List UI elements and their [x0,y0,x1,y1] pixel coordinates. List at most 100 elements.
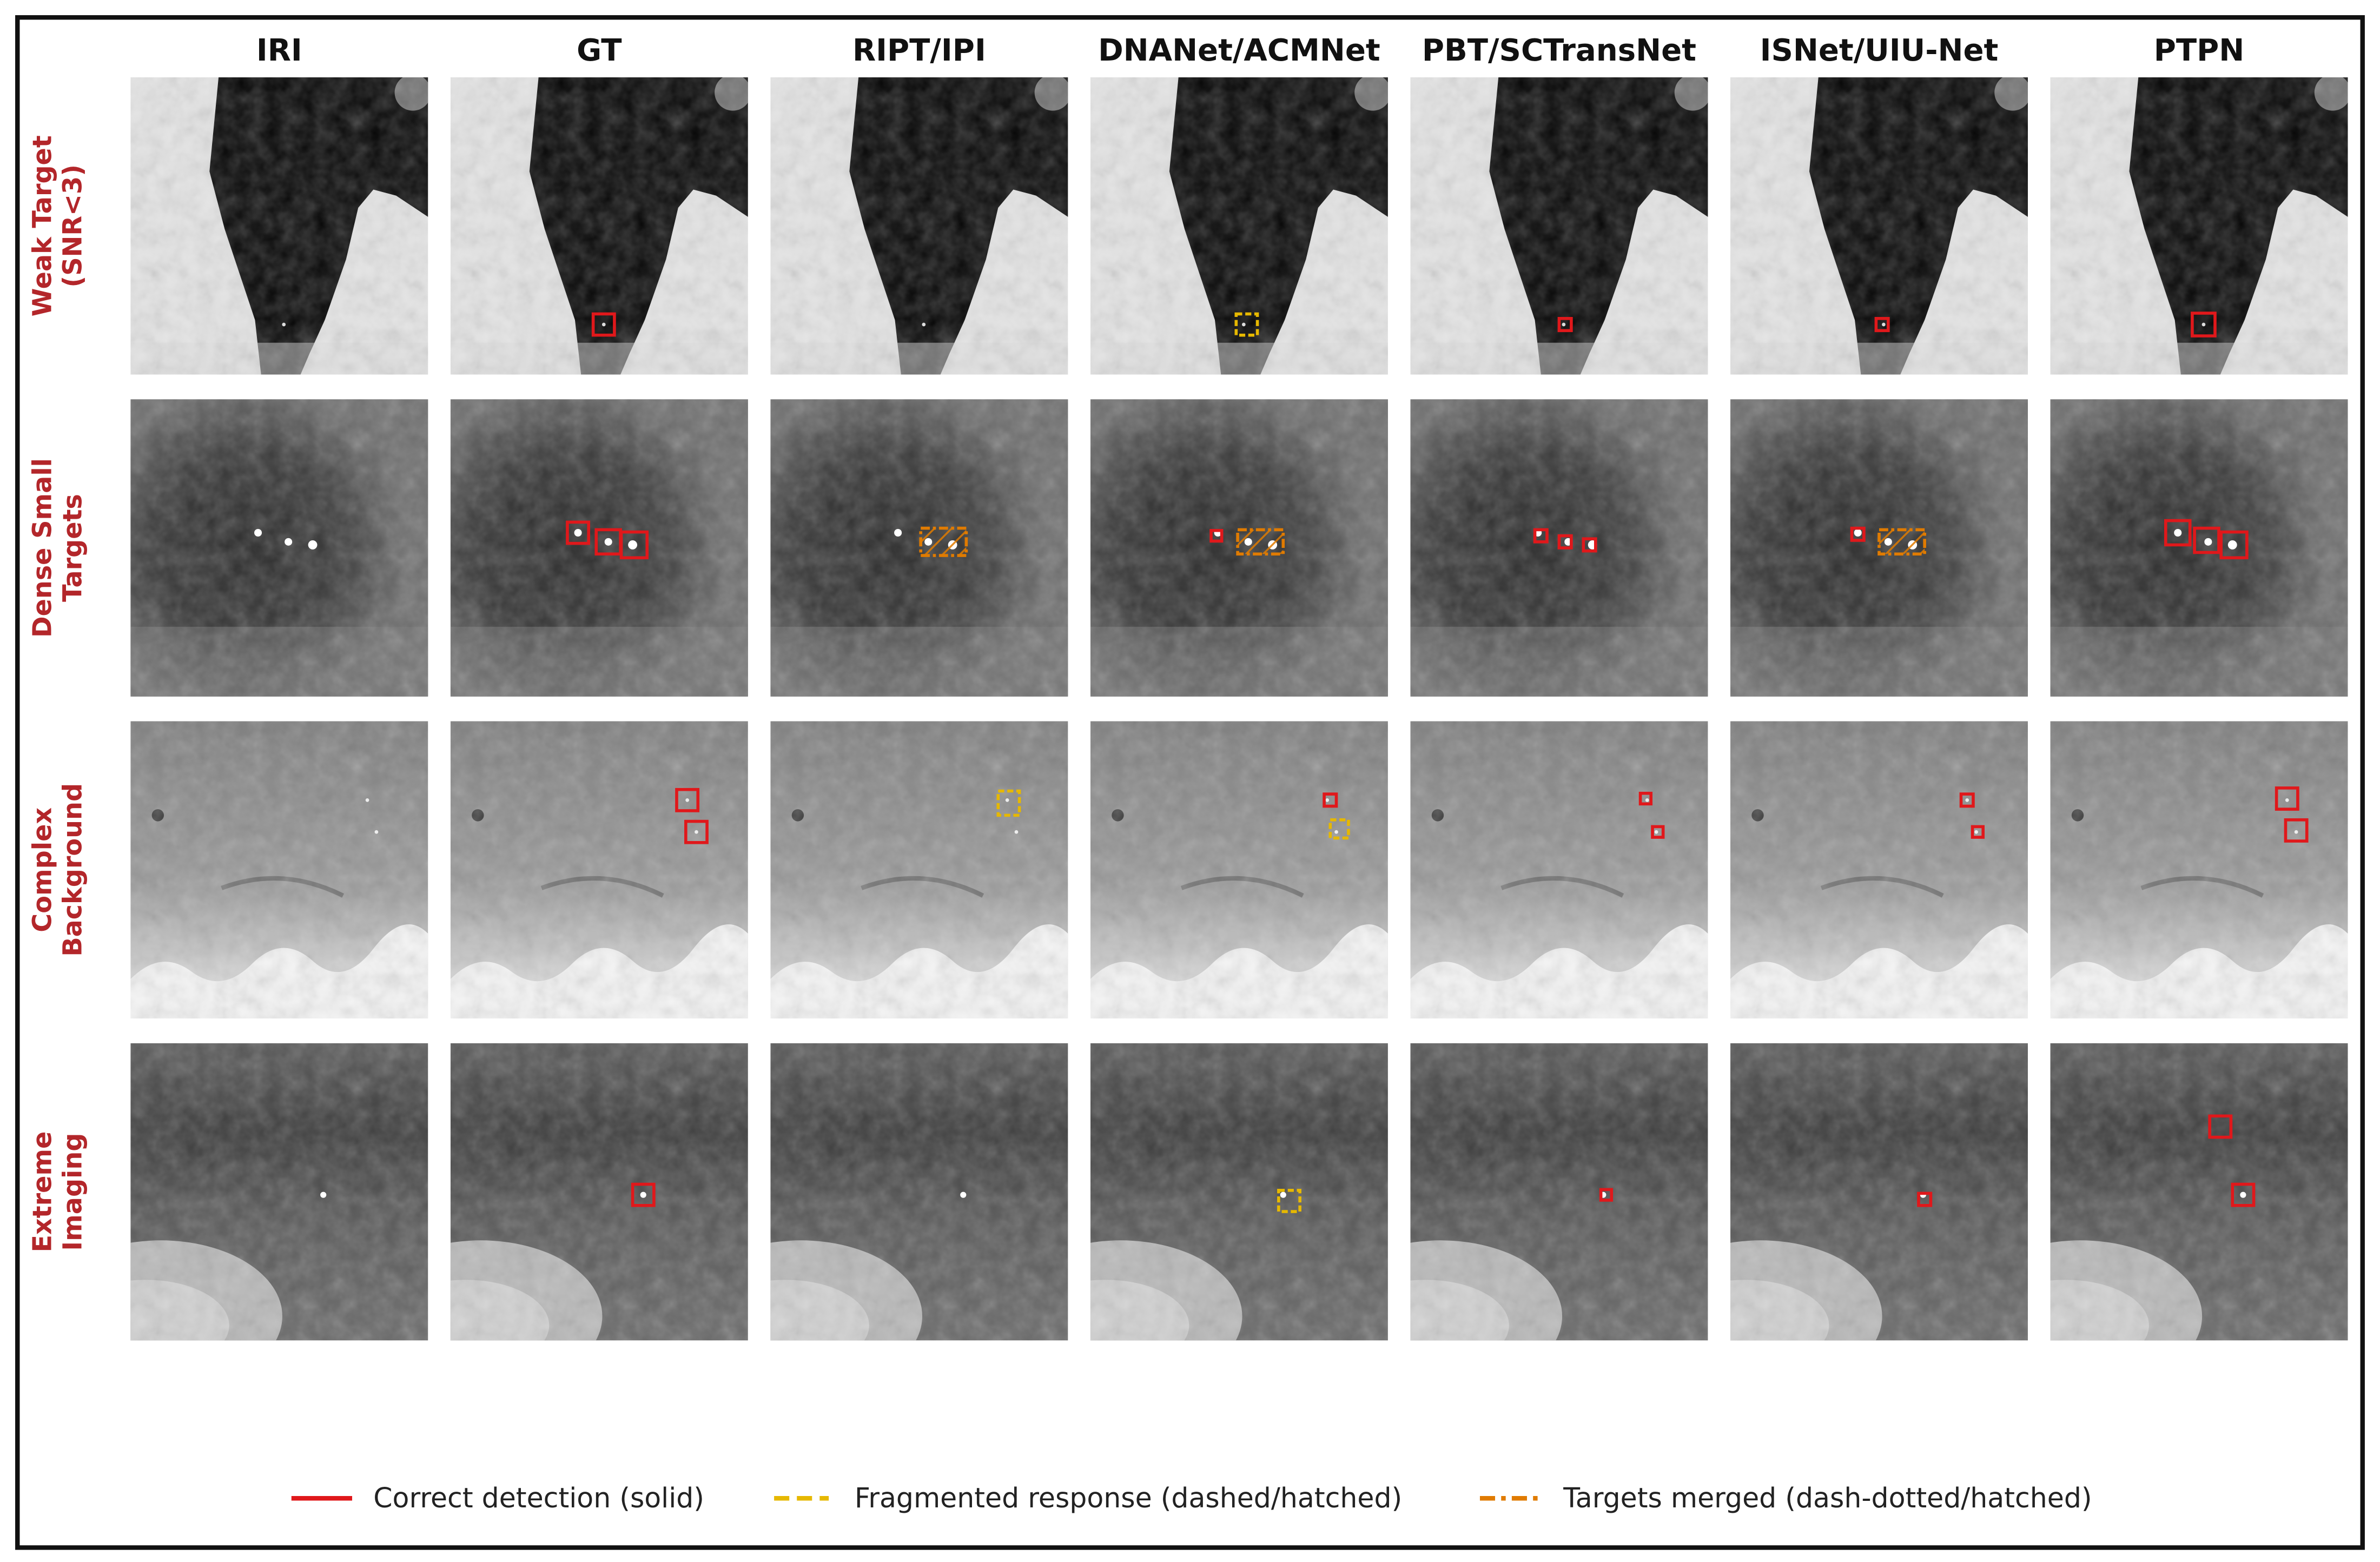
detection-box [1959,792,1975,808]
tile-texture [770,1043,1068,1341]
target [1645,798,1649,802]
tile-texture [450,721,748,1019]
detection-box [1323,792,1338,808]
image-tile [450,399,748,697]
tile-texture [770,399,1068,697]
tile-texture [2050,721,2348,1019]
image-tile [450,77,748,375]
target [574,528,582,537]
image-tile [1410,77,1708,375]
detection-box [2208,1114,2233,1139]
image-tile [1730,77,2028,375]
image-tile [2050,399,2348,697]
legend: Correct detection (solid) Fragmented res… [291,1482,2092,1514]
detection-box [2164,519,2192,547]
image-tile [1090,721,1388,1019]
column-header: PBT/SCTransNet [1422,33,1696,68]
detection-box [2219,530,2249,560]
detection-box [1277,1188,1301,1213]
detection-box [675,787,700,812]
detection-box [1557,317,1573,333]
tile-texture [130,721,428,1019]
target [1654,830,1658,834]
image-tile [1410,1043,1708,1341]
target [2240,1192,2246,1198]
target [285,538,293,546]
detection-box [1533,528,1549,544]
row-label: (SNR<3) [58,164,88,288]
column-header: IRI [256,33,302,68]
tile-texture [1730,1043,2028,1341]
image-tile [770,77,1068,375]
row-label: Complex [28,808,57,932]
row-label: Dense Small [28,458,57,638]
row-label: Weak Target [28,135,57,316]
tile-texture [1410,721,1708,1019]
target [1334,830,1338,834]
target [1241,322,1246,327]
tile-texture [2050,399,2348,697]
target [604,538,612,546]
detection-box [566,520,591,545]
detection-box [1651,825,1665,839]
target [2285,798,2289,802]
detection-box [1234,312,1259,337]
column-header: ISNet/UIU-Net [1760,33,1999,68]
target [1014,830,1019,834]
image-tile [450,721,748,1019]
detection-box [631,1182,656,1207]
image-tile [1730,721,2028,1019]
detection-box [619,530,649,560]
detection-box [1971,825,1985,839]
image-tile [1730,1043,2028,1341]
tile-texture [770,721,1068,1019]
target [628,540,638,550]
target [640,1192,646,1198]
tile-texture [2050,1043,2348,1341]
image-tile [2050,721,2348,1019]
image-tile [130,721,428,1019]
column-header: RIPT/IPI [852,33,986,68]
image-tile [770,399,1068,697]
image-tile [130,1043,428,1341]
legend-label: Targets merged (dash-dotted/hatched) [1563,1482,2092,1514]
target [374,830,379,834]
image-tile [1090,1043,1388,1341]
tile-texture [130,1043,428,1341]
tile-texture [130,77,428,375]
image-tile [2050,77,2348,375]
target [2204,538,2212,546]
detection-box [1209,528,1224,543]
tile-texture [130,399,428,697]
detection-box [2231,1182,2256,1207]
legend-label: Fragmented response (dashed/hatched) [855,1482,1402,1514]
target [1005,798,1009,802]
detection-box [2191,312,2217,337]
legend-label: Correct detection (solid) [373,1482,704,1514]
row-label: Imaging [58,1133,88,1251]
target [308,540,318,550]
target [1562,322,1566,327]
column-header: DNANet/ACMNet [1098,33,1380,68]
detection-box [919,526,968,557]
target [1280,1192,1286,1198]
detection-box [1582,537,1597,553]
detection-box [1557,534,1573,550]
image-tile [1410,399,1708,697]
image-tile [1410,721,1708,1019]
image-tile [770,721,1068,1019]
tile-texture [770,77,1068,375]
target [695,830,698,834]
detection-box [591,312,616,337]
target [2202,322,2206,327]
target [1882,322,1886,327]
target [894,528,902,537]
detection-box [1877,528,1926,556]
row-label: Background [58,783,88,957]
image-tile [450,1043,748,1341]
tile-texture [450,1043,748,1341]
tile-texture [1090,77,1388,375]
tile-texture [450,399,748,697]
